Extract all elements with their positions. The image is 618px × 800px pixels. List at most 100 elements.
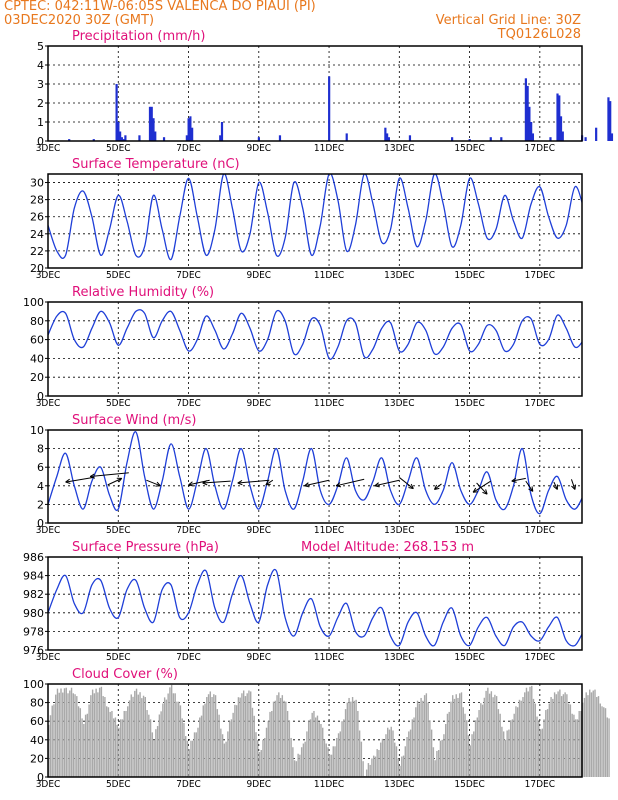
cloud-bar bbox=[566, 694, 568, 777]
cloud-bar bbox=[473, 731, 475, 777]
cloud-bar bbox=[434, 760, 436, 777]
cloud-bar bbox=[555, 694, 558, 777]
cloud-bar bbox=[230, 719, 233, 777]
x-tick-label: 9DEC bbox=[246, 143, 271, 154]
cloud-bar bbox=[416, 700, 419, 777]
precip-bar bbox=[150, 106, 153, 141]
cloud-bar bbox=[492, 697, 494, 777]
cloud-bar bbox=[207, 694, 210, 777]
cloud-bar bbox=[227, 731, 229, 777]
precip-bar bbox=[387, 137, 390, 141]
precip-bar bbox=[561, 131, 564, 141]
cloud-bar bbox=[153, 740, 155, 777]
precip-bar bbox=[162, 137, 166, 141]
cloud-bar bbox=[176, 701, 178, 777]
cloud-bar bbox=[476, 717, 479, 777]
cloud-bar bbox=[392, 730, 394, 777]
cloud-bar bbox=[357, 710, 359, 777]
cloud-bar bbox=[221, 734, 224, 777]
wind-arrow bbox=[553, 481, 558, 490]
cloud-bar bbox=[360, 741, 363, 777]
cloud-bar bbox=[381, 738, 384, 777]
cloud-bar bbox=[146, 710, 148, 777]
cloud-bar bbox=[437, 750, 440, 777]
cloud-bar bbox=[464, 713, 466, 777]
cloud-bar bbox=[401, 756, 403, 777]
y-tick-label: 28 bbox=[30, 194, 44, 207]
wind-arrow-head bbox=[472, 487, 479, 493]
cloud-bar bbox=[148, 714, 150, 777]
cloud-bar bbox=[172, 693, 175, 777]
precip-bar bbox=[531, 133, 535, 141]
wind-arrow bbox=[90, 472, 129, 477]
y-tick-label: 30 bbox=[30, 177, 44, 190]
x-tick-label: 11DEC bbox=[314, 652, 344, 663]
cloud-bar bbox=[330, 754, 333, 777]
panel-title: Surface Temperature (nC) bbox=[72, 157, 240, 172]
cloud-bar bbox=[546, 709, 549, 777]
cloud-bar bbox=[444, 723, 447, 777]
cloud-bar bbox=[406, 737, 408, 777]
cloud-bar bbox=[480, 703, 482, 777]
cloud-bar bbox=[571, 713, 573, 777]
y-tick-label: 10 bbox=[30, 424, 44, 437]
x-tick-label: 5DEC bbox=[106, 270, 131, 281]
cloud-bar bbox=[341, 721, 343, 777]
cloud-bar bbox=[513, 713, 515, 777]
y-tick-label: 4 bbox=[37, 59, 44, 72]
precip-bar bbox=[500, 137, 503, 141]
x-tick-label: 13DEC bbox=[384, 525, 414, 536]
cloud-bar bbox=[285, 701, 287, 777]
cloud-bar bbox=[209, 691, 212, 777]
cloud-bar bbox=[309, 719, 312, 777]
cloud-bar bbox=[62, 692, 64, 777]
cloud-bar bbox=[453, 698, 456, 777]
cloud-bar bbox=[376, 749, 378, 777]
cloud-bar bbox=[397, 758, 399, 777]
cloud-bar bbox=[278, 692, 280, 777]
x-tick-label: 15DEC bbox=[454, 270, 484, 281]
precip-bar bbox=[187, 118, 190, 141]
cloud-bar bbox=[139, 692, 141, 777]
cloud-bar bbox=[83, 723, 85, 777]
cloud-bar bbox=[334, 746, 336, 777]
wind-arrow-head bbox=[528, 486, 534, 492]
wind-arrow bbox=[107, 477, 122, 486]
cloud-bar bbox=[443, 734, 445, 777]
cloud-bar bbox=[378, 750, 380, 777]
cloud-bar bbox=[539, 729, 542, 777]
cloud-bar bbox=[427, 702, 429, 777]
cloud-bar bbox=[387, 727, 389, 777]
cloud-bar bbox=[474, 720, 477, 777]
cloud-bar bbox=[151, 732, 154, 777]
cloud-bar bbox=[415, 707, 417, 777]
cloud-bar bbox=[260, 750, 262, 777]
wind-arrow-head bbox=[571, 484, 577, 490]
cloud-bar bbox=[65, 687, 67, 777]
wind-arrow-head bbox=[482, 489, 488, 495]
cloud-bar bbox=[283, 700, 285, 777]
cloud-bar bbox=[318, 722, 320, 777]
panel-1: 20 22 24 26 28 30 3DEC 5DEC 7DEC 9DEC 11DEC 13DEC 15… bbox=[30, 157, 583, 281]
cloud-bar bbox=[315, 717, 317, 777]
cloud-bar bbox=[395, 746, 398, 777]
x-tick-label: 9DEC bbox=[246, 779, 271, 790]
cloud-bar bbox=[371, 758, 373, 777]
precip-bar bbox=[124, 135, 127, 141]
x-tick-label: 15DEC bbox=[454, 525, 484, 536]
wind-arrow-head bbox=[408, 483, 414, 490]
x-tick-label: 3DEC bbox=[36, 652, 61, 663]
x-tick-label: 9DEC bbox=[246, 270, 271, 281]
x-tick-label: 5DEC bbox=[106, 652, 131, 663]
y-tick-label: 976 bbox=[23, 644, 44, 657]
cloud-bar bbox=[49, 715, 52, 777]
cloud-bar bbox=[286, 710, 289, 777]
y-tick-label: 26 bbox=[30, 211, 44, 224]
cloud-bar bbox=[362, 761, 364, 777]
y-tick-label: 20 bbox=[30, 371, 44, 384]
precip-bar bbox=[92, 139, 95, 141]
cloud-bar bbox=[483, 697, 486, 777]
wind-arrow bbox=[146, 479, 161, 487]
x-tick-label: 13DEC bbox=[384, 652, 414, 663]
x-tick-label: 7DEC bbox=[176, 779, 201, 790]
